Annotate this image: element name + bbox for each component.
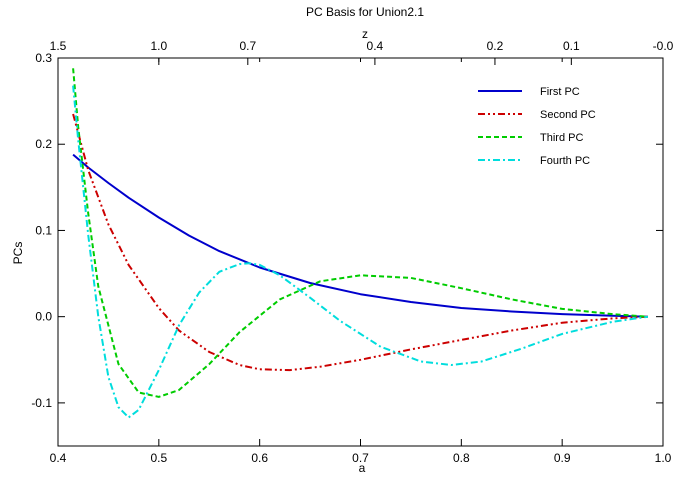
- x-tick-label: 0.9: [554, 451, 571, 465]
- x-axis-ticks: 0.4 0.5 0.6 0.7 0.8 0.9 1.0: [50, 58, 672, 465]
- legend-label: Third PC: [540, 132, 583, 144]
- z-tick-label: 0.1: [563, 39, 580, 53]
- x-tick-label: 0.6: [251, 451, 268, 465]
- top-axis-ticks: 1.5 1.0 0.7 0.4 0.2 0.1 -0.0: [50, 39, 674, 65]
- y-tick-label: 0.0: [35, 310, 52, 324]
- x-tick-label: 0.8: [453, 451, 470, 465]
- legend-label: First PC: [540, 86, 580, 98]
- legend: First PC Second PC Third PC Fourth PC: [478, 86, 596, 167]
- x-axis-title: a: [359, 461, 366, 475]
- z-tick-label: 1.5: [50, 39, 67, 53]
- series-line: [72, 68, 648, 398]
- z-tick-label: 1.0: [150, 39, 167, 53]
- z-tick-label: 0.2: [487, 39, 504, 53]
- z-tick-label: 0.4: [367, 39, 384, 53]
- series-line: [72, 153, 648, 318]
- series-line: [72, 85, 649, 419]
- z-tick-label: -0.0: [653, 39, 674, 53]
- series-line: [72, 113, 648, 372]
- y-axis-title: PCs: [11, 242, 25, 265]
- y-tick-label: 0.3: [35, 51, 52, 65]
- x-tick-label: 0.4: [50, 451, 67, 465]
- series-layer: [72, 68, 649, 419]
- chart-title: PC Basis for Union2.1: [306, 5, 424, 19]
- y-tick-label: 0.2: [35, 137, 52, 151]
- y-axis-ticks: -0.1 0.0 0.1 0.2 0.3: [31, 51, 663, 410]
- y-tick-label: -0.1: [31, 396, 52, 410]
- top-axis-title: z: [362, 27, 368, 41]
- legend-label: Second PC: [540, 109, 596, 121]
- x-tick-label: 0.7: [352, 451, 369, 465]
- x-tick-label: 0.5: [150, 451, 167, 465]
- legend-label: Fourth PC: [540, 155, 590, 167]
- z-tick-label: 0.7: [239, 39, 256, 53]
- y-tick-label: 0.1: [35, 223, 52, 237]
- x-tick-label: 1.0: [655, 451, 672, 465]
